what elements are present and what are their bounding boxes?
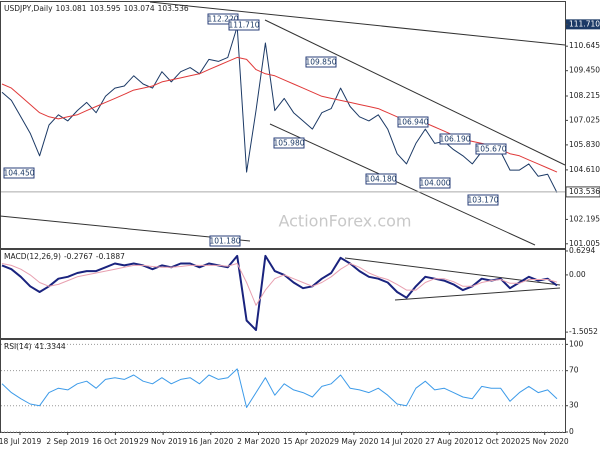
channel-line	[264, 19, 566, 166]
price-annotation-box	[273, 137, 305, 149]
macd-panel	[0, 249, 566, 339]
price-annotation-box	[419, 177, 451, 189]
price-annotation-box	[439, 133, 471, 145]
price-annotation-box	[3, 167, 35, 179]
price-annotation-box	[467, 194, 499, 206]
y-tick-label: -1.5052	[569, 327, 598, 336]
price-annotation-box	[209, 235, 241, 247]
title-value: 103.536	[158, 4, 189, 13]
title-text: USDJPY,Daily	[4, 4, 53, 13]
y-tick-label: 101.005	[569, 239, 600, 248]
price-panel	[0, 1, 566, 249]
y-tick-label: 0	[569, 427, 574, 436]
price-annotation-box	[365, 173, 397, 185]
y-tick-label: 0.00	[569, 270, 586, 279]
price-annotation: 101.180	[209, 237, 240, 246]
x-tick-label: 2 Sep 2019	[46, 437, 89, 446]
channel-line	[269, 123, 536, 246]
title-text: RSI(14)	[4, 342, 32, 351]
price-annotation: 106.190	[439, 135, 470, 144]
trendline	[149, 1, 566, 46]
x-tick-label: 2 Mar 2020	[237, 437, 280, 446]
price-annotation-box	[475, 143, 507, 155]
y-tick-label: 110.645	[569, 41, 600, 50]
title-value: -0.2767	[64, 252, 93, 261]
series-line	[1, 26, 558, 193]
x-tick-label: 15 Apr 2020	[283, 437, 330, 446]
y-tick-label: 104.610	[569, 165, 600, 174]
y-tick-label: 109.450	[569, 66, 600, 75]
price-annotation: 105.980	[273, 139, 304, 148]
y-tick-label: 100	[569, 339, 584, 348]
y-tick-label: 107.025	[569, 115, 600, 124]
x-tick-label: 29 May 2020	[329, 437, 378, 446]
price-box	[566, 19, 600, 30]
y-tick-label: 102.195	[569, 214, 600, 223]
panel-title: MACD(12,26,9) -0.2767 -0.1887	[4, 252, 125, 261]
price-annotation: 106.940	[397, 118, 428, 127]
price-annotation: 104.450	[3, 169, 34, 178]
series-line	[1, 368, 558, 408]
price-annotation: 104.180	[365, 175, 396, 184]
price-annotation: 111.710	[228, 21, 259, 30]
y-tick-label: 108.215	[569, 91, 600, 100]
x-tick-label: 16 Oct 2019	[92, 437, 139, 446]
y-tick-label: 105.830	[569, 140, 600, 149]
x-tick-label: 18 Jul 2019	[0, 437, 41, 446]
panel-title: RSI(14) 41.3344	[4, 342, 66, 351]
title-value: 103.074	[124, 4, 155, 13]
watermark: ActionForex.com	[278, 212, 411, 231]
panel-title: USDJPY,Daily 103.081 103.595 103.074 103.536	[4, 4, 189, 13]
price-annotation: 109.850	[305, 58, 336, 67]
price-annotation-box	[397, 116, 429, 128]
trendline	[0, 215, 251, 242]
price-annotation: 103.170	[467, 196, 498, 205]
series-line	[1, 56, 558, 173]
x-tick-label: 27 Aug 2020	[425, 437, 473, 446]
triangle-line	[394, 287, 561, 301]
current-price-label: 103.536	[569, 187, 600, 196]
y-tick-label: 0.6294	[569, 246, 595, 255]
price-annotation-box	[207, 13, 239, 25]
series-line	[1, 254, 558, 331]
x-tick-label: 29 Nov 2019	[139, 437, 187, 446]
title-value: 103.595	[90, 4, 121, 13]
y-tick-label: 70	[569, 366, 579, 375]
x-tick-label: 25 Nov 2020	[521, 437, 569, 446]
y-tick-label: 30	[569, 401, 579, 410]
price-annotation: 104.000	[419, 179, 450, 188]
price-annotation-box	[228, 19, 260, 31]
current-price-box	[565, 186, 600, 198]
title-value: 41.3344	[35, 342, 66, 351]
x-tick-label: 12 Oct 2020	[474, 437, 521, 446]
x-tick-label: 16 Jan 2020	[188, 437, 233, 446]
price-annotation: 112.220	[207, 15, 238, 24]
y-tick-label: 111.710	[569, 19, 600, 28]
price-annotation: 105.670	[475, 145, 506, 154]
price-annotation-box	[305, 56, 337, 68]
series-line	[1, 263, 558, 306]
title-text: MACD(12,26,9)	[4, 252, 61, 261]
x-tick-label: 14 Jul 2020	[380, 437, 423, 446]
title-value: 103.081	[56, 4, 87, 13]
title-value: -0.1887	[96, 252, 125, 261]
